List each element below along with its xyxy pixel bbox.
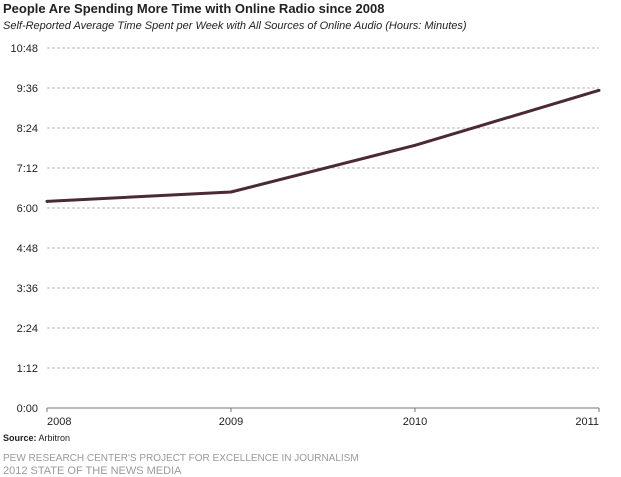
x-tick-label: 2009 — [219, 416, 243, 428]
y-tick-label: 10:48 — [10, 43, 38, 55]
y-tick-label: 2:24 — [17, 323, 38, 335]
y-tick-label: 1:12 — [17, 363, 38, 375]
chart-title: People Are Spending More Time with Onlin… — [3, 1, 385, 16]
data-point — [413, 143, 417, 147]
organization-credit: PEW RESEARCH CENTER'S PROJECT FOR EXCELL… — [3, 453, 359, 464]
x-tick-label: 2011 — [575, 416, 599, 428]
y-tick-label: 6:00 — [17, 203, 38, 215]
chart-subtitle: Self-Reported Average Time Spent per Wee… — [3, 20, 467, 32]
y-tick-label: 4:48 — [17, 243, 38, 255]
y-tick-label: 3:36 — [17, 283, 38, 295]
y-tick-label: 0:00 — [17, 403, 38, 415]
y-tick-label: 7:12 — [17, 163, 38, 175]
x-tick-label: 2010 — [403, 416, 427, 428]
x-tick-label: 2008 — [47, 416, 71, 428]
source-value: Arbitron — [38, 433, 71, 443]
gridlines — [47, 47, 599, 369]
series-layer — [45, 88, 601, 203]
axes — [46, 407, 600, 412]
report-credit: 2012 STATE OF THE NEWS MEDIA — [3, 465, 182, 477]
tick-labels: 0:00 1:12 2:24 3:36 4:48 6:00 7:12 8:24 9:36 10:4… — [10, 43, 599, 428]
source-note: Source: Arbitron — [3, 433, 70, 443]
series-line — [46, 88, 600, 203]
source-label: Source: — [3, 433, 37, 443]
y-tick-label: 8:24 — [17, 123, 38, 135]
data-point — [45, 199, 49, 203]
data-point — [229, 190, 233, 194]
y-tick-label: 9:36 — [17, 83, 38, 95]
data-point — [597, 88, 601, 92]
